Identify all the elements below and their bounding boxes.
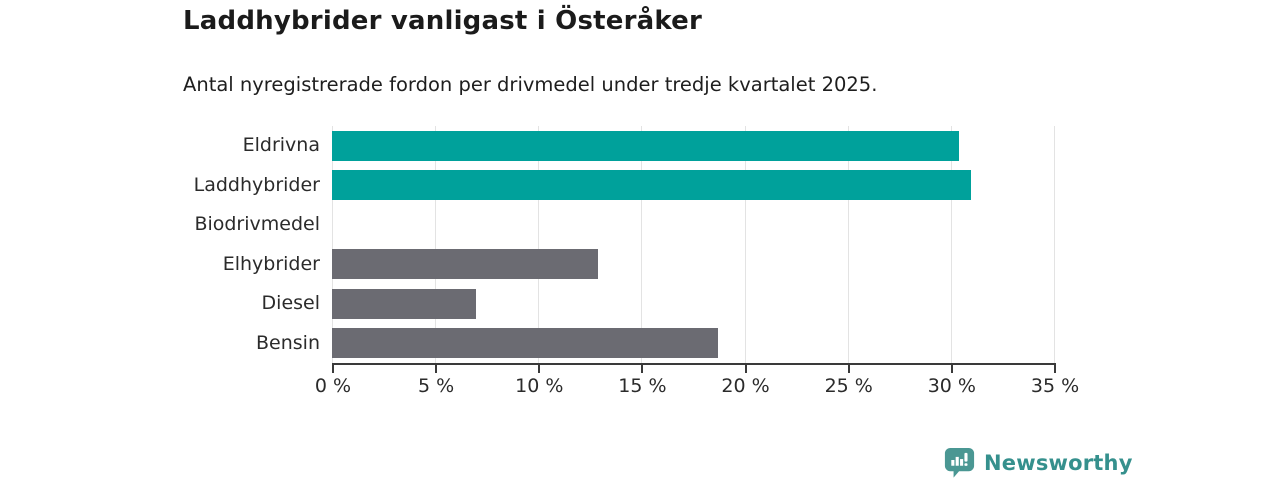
x-tick-label-35: 35 % [1030,375,1080,397]
category-label-bensin: Bensin [256,331,320,354]
gridline-5-percent [435,126,437,363]
bar-chart-plot-area [332,126,1055,363]
x-tick-20 [744,365,747,373]
gridline-35-percent [1054,126,1055,363]
newsworthy-logo: Newsworthy [944,447,1133,479]
category-label-laddhybrider: Laddhybrider [193,173,320,196]
x-tick-label-0: 0 % [314,375,352,397]
x-tick-0 [332,365,334,373]
bar-eldrivna [332,130,960,161]
x-tick-15 [641,365,644,373]
category-label-biodrivmedel: Biodrivmedel [194,213,320,235]
x-tick-label-15: 15 % [618,375,667,397]
bar-laddhybrider [332,170,972,201]
y-axis-category-labels: Eldrivna Laddhybrider Biodrivmedel Elhybrid… [0,126,320,363]
newsworthy-wordmark: Newsworthy [984,451,1133,475]
x-tick-30 [950,365,953,373]
x-tick-5 [435,365,438,373]
x-tick-label-30: 30 % [927,375,976,397]
category-label-diesel: Diesel [261,292,320,314]
x-tick-label-25: 25 % [824,375,873,397]
chart-subtitle: Antal nyregistrerade fordon per drivmede… [183,73,878,96]
x-tick-label-5: 5 % [418,375,455,397]
category-label-elhybrider: Elhybrider [222,252,320,275]
gridline-25-percent [847,126,849,363]
x-tick-label-20: 20 % [721,375,770,397]
bar-diesel [332,288,477,319]
bar-bensin [332,328,718,359]
x-tick-35 [1054,365,1056,373]
gridline-20-percent [744,126,746,363]
gridline-10-percent [538,126,540,363]
gridline-0-percent [332,126,333,363]
bar-elhybrider [332,249,599,280]
x-tick-25 [847,365,850,373]
gridline-30-percent [950,126,952,363]
x-tick-label-10: 10 % [515,375,564,397]
category-label-eldrivna: Eldrivna [242,134,320,156]
chart-title: Laddhybrider vanligast i Österåker [183,6,703,36]
gridline-15-percent [641,126,643,363]
x-tick-10 [538,365,541,373]
newsworthy-icon [944,447,975,478]
x-axis-line [332,363,1056,365]
